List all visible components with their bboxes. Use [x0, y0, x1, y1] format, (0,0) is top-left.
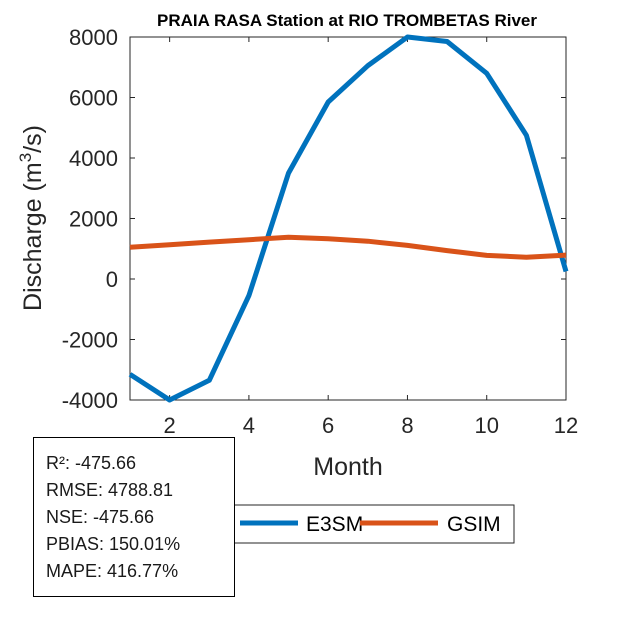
- x-tick-label: 10: [474, 413, 498, 438]
- y-tick-label: -2000: [62, 328, 118, 353]
- y-tick-label: 6000: [69, 86, 118, 111]
- legend: E3SM GSIM: [233, 504, 515, 544]
- stat-pbias: PBIAS: 150.01%: [46, 534, 181, 554]
- legend-label-gsim: GSIM: [447, 513, 501, 536]
- x-tick-label: 4: [243, 413, 255, 438]
- x-tick-label: 12: [554, 413, 578, 438]
- y-axis: -4000 -2000 0 2000 4000 6000 8000: [62, 25, 566, 413]
- y-axis-label-sup: 3: [16, 153, 35, 162]
- x-tick-label: 8: [401, 413, 413, 438]
- y-tick-label: -4000: [62, 388, 118, 413]
- stat-nse: NSE: -475.66: [46, 507, 155, 527]
- y-tick-label: 2000: [69, 207, 118, 232]
- x-tick-label: 2: [164, 413, 176, 438]
- y-tick-label: 0: [106, 267, 118, 292]
- stat-rmse: RMSE: 4788.81: [46, 480, 174, 500]
- series-line-e3sm: [128, 34, 569, 403]
- stat-r2: R²: -475.66: [46, 453, 137, 473]
- y-axis-label: Discharge (m3/s): [16, 125, 47, 311]
- series-line-gsim: [129, 234, 567, 260]
- x-axis-label: Month: [313, 453, 382, 481]
- y-axis-label-end: /s): [19, 125, 47, 153]
- stat-mape: MAPE: 416.77%: [46, 561, 179, 581]
- stats-box: R²: -475.66 RMSE: 4788.81 NSE: -475.66 P…: [33, 437, 235, 597]
- y-tick-label: 8000: [69, 25, 118, 50]
- chart-title: PRAIA RASA Station at RIO TROMBETAS Rive…: [157, 11, 537, 30]
- x-tick-label: 6: [322, 413, 334, 438]
- legend-label-e3sm: E3SM: [306, 513, 363, 536]
- y-axis-label-main: Discharge (m: [19, 162, 47, 311]
- x-axis: 2 4 6 8 10 12: [164, 37, 578, 438]
- y-tick-label: 4000: [69, 146, 118, 171]
- series-layer: [128, 34, 569, 403]
